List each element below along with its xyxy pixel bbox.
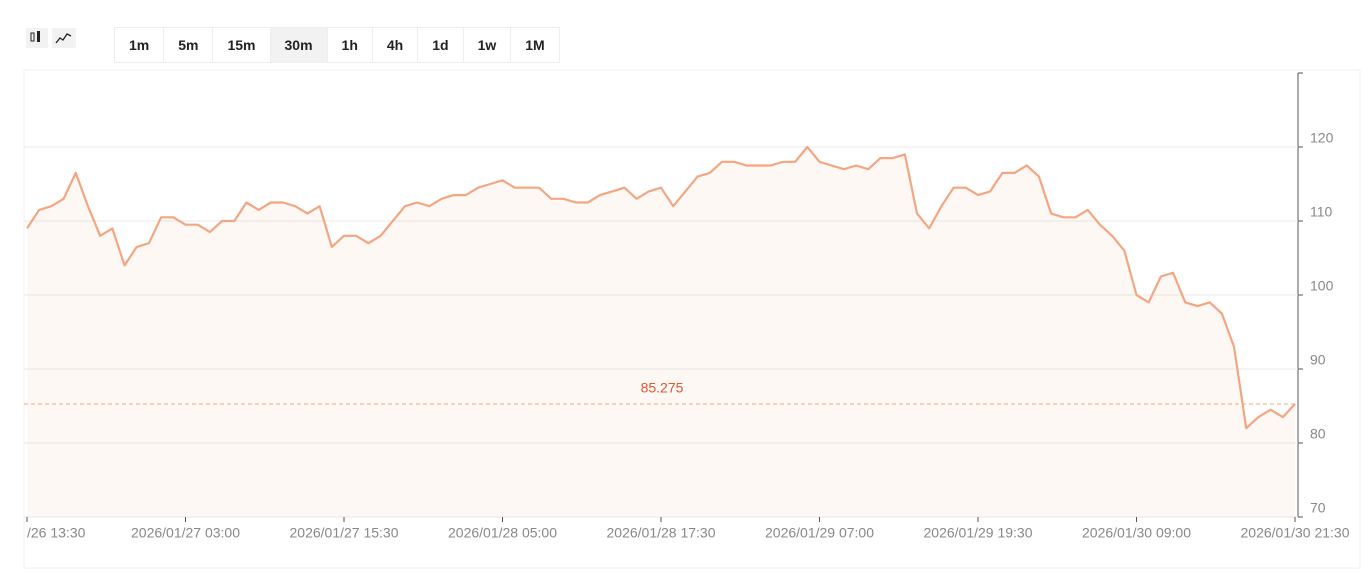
last-price-label: 85.275	[641, 380, 684, 396]
y-tick-label: 80	[1310, 426, 1326, 442]
y-tick-label: 70	[1310, 500, 1326, 516]
y-tick-label: 90	[1310, 352, 1326, 368]
y-tick-label: 110	[1310, 204, 1333, 220]
interval-toolbar: 1m 5m 15m 30m 1h 4h 1d 1w 1M	[114, 27, 560, 63]
chart-frame	[23, 69, 1361, 569]
x-tick-label: 2026/01/27 15:30	[290, 525, 399, 541]
x-tick-label: 2026/01/30 09:00	[1082, 525, 1191, 541]
y-tick-label: 120	[1310, 130, 1334, 146]
x-tick-label: 2026/01/29 07:00	[765, 525, 874, 541]
interval-button[interactable]: 4h	[373, 28, 419, 62]
x-tick-label: 2026/01/28 17:30	[607, 525, 716, 541]
interval-button[interactable]: 1h	[328, 28, 373, 62]
y-tick-label: 100	[1310, 278, 1334, 294]
chart-style-icons	[26, 28, 76, 48]
interval-button[interactable]: 15m	[213, 28, 271, 62]
x-tick-label: 2026/01/29 19:30	[924, 525, 1033, 541]
x-tick-label: /26 13:30	[27, 525, 86, 541]
interval-button[interactable]: 30m	[270, 28, 328, 62]
interval-button[interactable]: 5m	[164, 28, 214, 62]
x-tick-label: 2026/01/27 03:00	[131, 525, 240, 541]
x-tick-label: 2026/01/28 05:00	[448, 525, 557, 541]
line-icon	[55, 33, 72, 44]
candle-icon	[30, 32, 35, 42]
interval-button[interactable]: 1M	[525, 37, 545, 53]
area	[27, 147, 1295, 517]
interval-button[interactable]: 1d	[418, 28, 464, 62]
interval-button[interactable]: 1m	[115, 28, 165, 62]
x-tick-label: 2026/01/30 21:30	[1241, 525, 1350, 541]
candle-icon	[37, 31, 40, 42]
interval-button[interactable]: 1w	[464, 28, 512, 62]
price-line	[26, 145, 1296, 430]
